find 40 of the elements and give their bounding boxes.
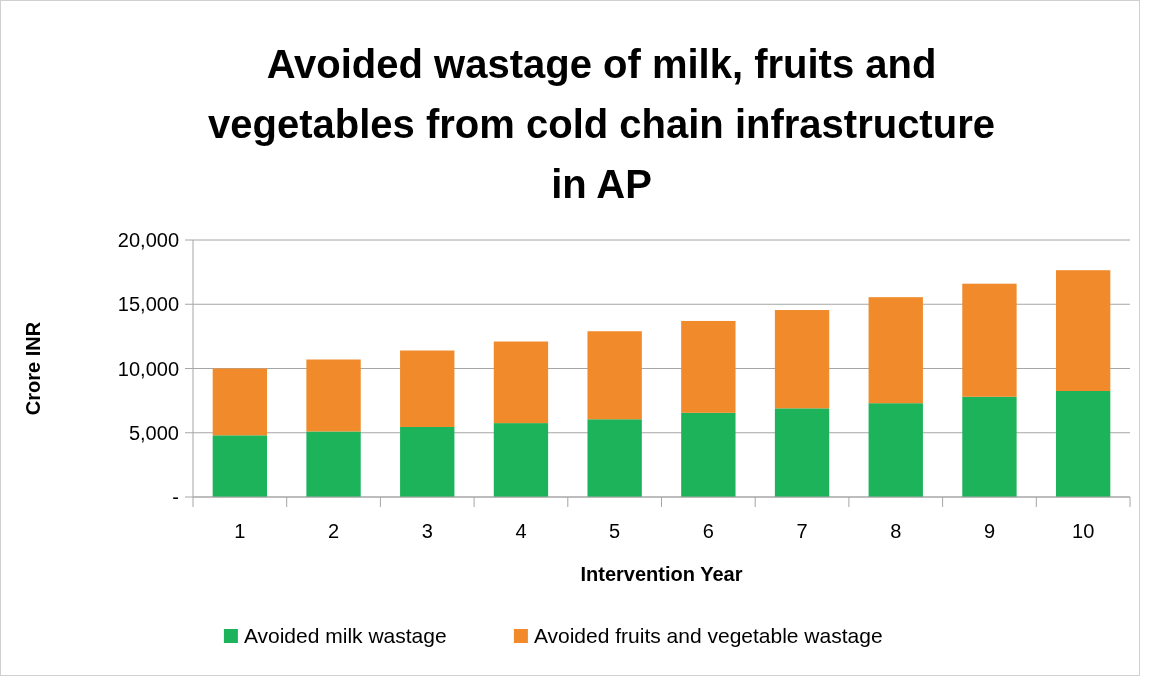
legend-label: Avoided milk wastage bbox=[243, 624, 447, 647]
bar bbox=[306, 431, 361, 497]
x-tick-label: 6 bbox=[702, 520, 714, 542]
y-tick-label: 15,000 bbox=[117, 293, 179, 316]
bar bbox=[1055, 390, 1111, 497]
x-tick-label: 2 bbox=[327, 520, 340, 542]
bar bbox=[587, 331, 642, 420]
x-tick-label: 10 bbox=[1072, 520, 1095, 542]
bar bbox=[212, 435, 268, 497]
x-tick-label: 5 bbox=[609, 520, 621, 542]
y-tick-label: 5,000 bbox=[128, 421, 179, 444]
x-tick-label: 9 bbox=[983, 520, 996, 542]
x-tick-label: 7 bbox=[796, 520, 808, 542]
x-tick-label: 8 bbox=[890, 520, 902, 542]
y-axis-title: Crore INR bbox=[22, 321, 44, 416]
bar bbox=[774, 310, 830, 409]
x-axis-title: Intervention Year bbox=[580, 563, 743, 585]
bar bbox=[400, 350, 455, 427]
bar bbox=[681, 412, 736, 497]
bar bbox=[400, 426, 455, 497]
bar bbox=[774, 408, 830, 497]
bar bbox=[1055, 270, 1111, 391]
x-tick-label: 3 bbox=[421, 520, 433, 542]
y-tick-label: 20,000 bbox=[117, 229, 179, 251]
bar bbox=[868, 297, 923, 404]
bar bbox=[493, 423, 549, 497]
bar bbox=[587, 419, 642, 497]
y-tick-label: - bbox=[172, 486, 179, 508]
bar bbox=[962, 396, 1017, 497]
legend-label: Avoided fruits and vegetable wastage bbox=[533, 624, 883, 647]
x-tick-label: 1 bbox=[234, 520, 246, 542]
bar bbox=[493, 341, 549, 424]
x-tick-label: 4 bbox=[515, 520, 527, 542]
y-tick-label: 10,000 bbox=[117, 357, 179, 380]
bar bbox=[306, 359, 361, 432]
bar bbox=[962, 283, 1017, 397]
bar bbox=[868, 403, 923, 497]
chart-title: Avoided wastage of milk, fruits and vegetables from cold chain infrastructure in AP bbox=[208, 42, 995, 206]
bar bbox=[212, 368, 268, 436]
bar bbox=[681, 320, 736, 413]
